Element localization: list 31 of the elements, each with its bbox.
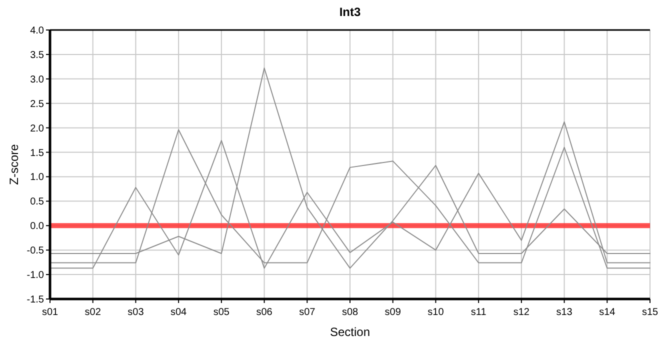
y-tick-label: 2.5 bbox=[30, 98, 44, 110]
y-tick-label: 2.0 bbox=[30, 123, 44, 134]
y-tick-label: -0.5 bbox=[26, 246, 44, 257]
x-tick-label: s04 bbox=[170, 307, 188, 318]
y-tick-label: 1.5 bbox=[30, 148, 44, 159]
x-tick-label: s02 bbox=[84, 307, 102, 318]
x-tick-label: s11 bbox=[470, 307, 487, 318]
y-tick-label: -1.0 bbox=[26, 270, 44, 282]
x-tick-label: s13 bbox=[556, 307, 573, 318]
x-tick-label: s07 bbox=[299, 307, 316, 318]
x-tick-label: s15 bbox=[642, 307, 658, 318]
y-tick-label: 3.0 bbox=[30, 74, 44, 86]
x-tick-label: s08 bbox=[342, 307, 358, 318]
x-axis-title: Section bbox=[330, 325, 370, 339]
x-tick-label: s14 bbox=[599, 307, 616, 318]
y-tick-label: 0.0 bbox=[30, 221, 44, 232]
y-tick-label: -1.5 bbox=[26, 294, 44, 306]
chart-title: Int3 bbox=[339, 5, 361, 19]
x-tick-label: s06 bbox=[256, 307, 273, 318]
x-tick-label: s01 bbox=[42, 307, 58, 318]
line-series bbox=[50, 68, 650, 269]
y-axis-title: Z-score bbox=[7, 144, 21, 185]
x-tick-label: s10 bbox=[428, 307, 444, 318]
y-tick-label: 1.0 bbox=[30, 172, 44, 184]
x-tick-label: s03 bbox=[128, 307, 144, 318]
y-tick-label: 0.5 bbox=[30, 196, 44, 208]
x-tick-label: s09 bbox=[384, 307, 402, 318]
y-tick-label: 4.0 bbox=[30, 26, 44, 36]
y-tick-label: 3.5 bbox=[30, 50, 44, 61]
x-tick-label: s12 bbox=[513, 307, 530, 318]
x-tick-label: s05 bbox=[213, 307, 230, 318]
